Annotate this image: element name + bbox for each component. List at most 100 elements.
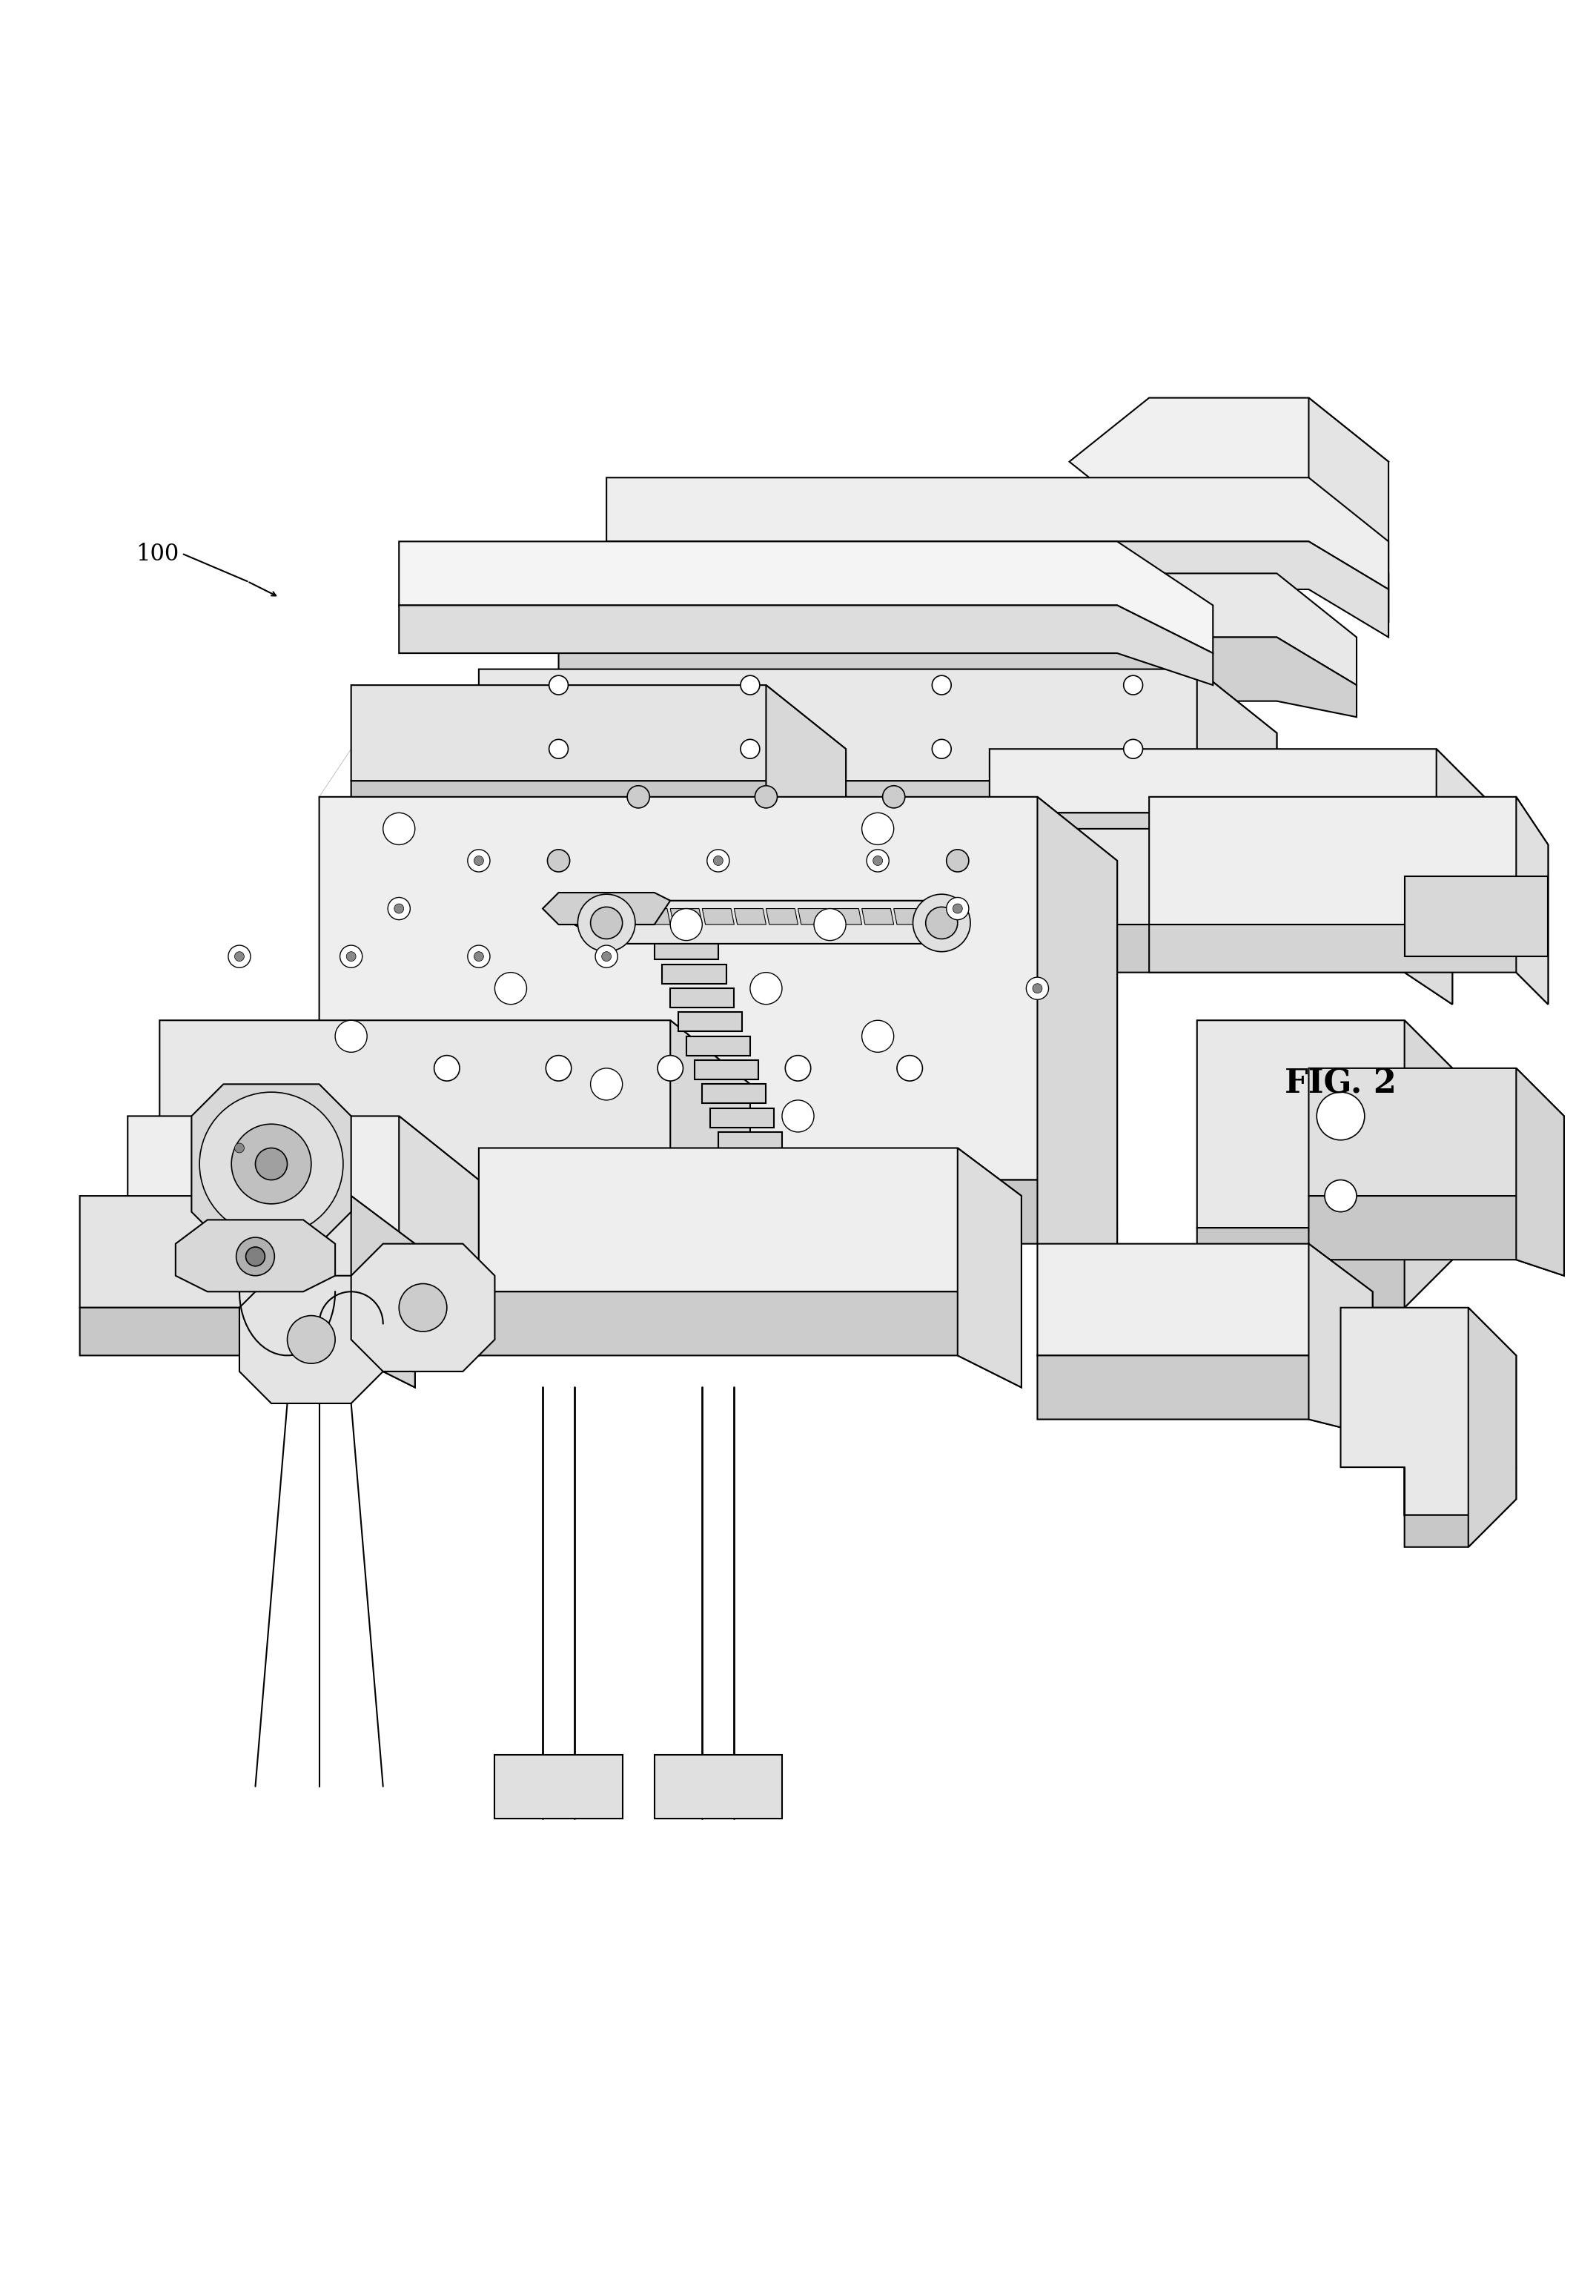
Circle shape — [383, 813, 415, 845]
Circle shape — [897, 1056, 922, 1081]
Circle shape — [1325, 1180, 1357, 1212]
Circle shape — [434, 1056, 460, 1081]
Circle shape — [495, 974, 527, 1003]
Circle shape — [658, 1056, 683, 1081]
Circle shape — [474, 951, 484, 962]
Polygon shape — [670, 1019, 750, 1293]
Circle shape — [627, 785, 650, 808]
Circle shape — [946, 850, 969, 872]
Polygon shape — [1309, 1196, 1564, 1277]
Polygon shape — [798, 909, 830, 925]
Polygon shape — [1309, 1244, 1373, 1435]
Polygon shape — [351, 781, 846, 877]
Circle shape — [468, 946, 490, 967]
Circle shape — [591, 907, 622, 939]
Text: 221: 221 — [471, 569, 514, 592]
Polygon shape — [670, 987, 734, 1008]
Circle shape — [946, 898, 969, 921]
Polygon shape — [702, 909, 734, 925]
Polygon shape — [1037, 1244, 1373, 1387]
Circle shape — [814, 909, 846, 941]
Polygon shape — [606, 909, 638, 925]
Polygon shape — [1516, 1068, 1564, 1277]
Circle shape — [782, 1100, 814, 1132]
Polygon shape — [990, 813, 1484, 909]
Circle shape — [346, 951, 356, 962]
Polygon shape — [686, 1035, 750, 1056]
Polygon shape — [702, 1084, 766, 1104]
Polygon shape — [479, 668, 1277, 829]
Polygon shape — [1468, 1309, 1516, 1548]
Circle shape — [228, 1137, 251, 1159]
Circle shape — [867, 850, 889, 872]
Circle shape — [741, 675, 760, 696]
Circle shape — [468, 850, 490, 872]
Polygon shape — [351, 684, 846, 829]
Circle shape — [591, 1068, 622, 1100]
Circle shape — [755, 785, 777, 808]
Text: 250: 250 — [236, 1153, 279, 1176]
Circle shape — [932, 675, 951, 696]
Polygon shape — [670, 909, 702, 925]
Text: FIG. 2: FIG. 2 — [1285, 1068, 1396, 1100]
Polygon shape — [559, 574, 1357, 684]
Polygon shape — [1197, 1019, 1452, 1228]
Polygon shape — [1149, 925, 1548, 1003]
Polygon shape — [734, 909, 766, 925]
Polygon shape — [662, 964, 726, 983]
Circle shape — [670, 909, 702, 941]
Circle shape — [707, 850, 729, 872]
Circle shape — [883, 785, 905, 808]
Circle shape — [235, 1143, 244, 1153]
Circle shape — [287, 1316, 335, 1364]
Polygon shape — [351, 1196, 415, 1387]
Polygon shape — [990, 748, 1484, 861]
Text: 250: 250 — [335, 937, 378, 960]
Circle shape — [750, 974, 782, 1003]
Polygon shape — [742, 1203, 806, 1224]
Polygon shape — [1197, 1180, 1452, 1309]
Polygon shape — [1037, 1355, 1373, 1435]
Circle shape — [741, 739, 760, 758]
Text: 111: 111 — [958, 1017, 1001, 1040]
Polygon shape — [399, 606, 1213, 684]
Polygon shape — [1404, 877, 1548, 957]
Circle shape — [547, 850, 570, 872]
Circle shape — [546, 1056, 571, 1081]
Polygon shape — [1309, 397, 1389, 622]
Circle shape — [1026, 978, 1049, 999]
Circle shape — [953, 905, 962, 914]
Circle shape — [549, 675, 568, 696]
Polygon shape — [319, 1180, 1117, 1277]
Circle shape — [549, 739, 568, 758]
Circle shape — [713, 856, 723, 866]
Circle shape — [1124, 739, 1143, 758]
Polygon shape — [958, 1148, 1021, 1387]
Polygon shape — [128, 1261, 479, 1355]
Polygon shape — [766, 909, 798, 925]
Polygon shape — [726, 1155, 790, 1176]
Polygon shape — [654, 941, 718, 960]
Polygon shape — [678, 1013, 742, 1031]
Polygon shape — [1069, 397, 1389, 526]
Polygon shape — [479, 1148, 1021, 1339]
Polygon shape — [1149, 526, 1389, 622]
Polygon shape — [351, 1244, 495, 1371]
Polygon shape — [80, 1309, 415, 1387]
Circle shape — [399, 1283, 447, 1332]
Polygon shape — [606, 478, 1389, 590]
Polygon shape — [559, 638, 1357, 716]
Polygon shape — [694, 1061, 758, 1079]
Circle shape — [926, 907, 958, 939]
Polygon shape — [606, 542, 1389, 638]
Polygon shape — [495, 1754, 622, 1818]
Polygon shape — [1037, 797, 1117, 1277]
Polygon shape — [958, 925, 1452, 1003]
Circle shape — [200, 1093, 343, 1235]
Polygon shape — [1149, 797, 1548, 957]
Circle shape — [595, 946, 618, 967]
Circle shape — [862, 813, 894, 845]
Polygon shape — [176, 1219, 335, 1293]
Circle shape — [474, 856, 484, 866]
Circle shape — [1124, 675, 1143, 696]
